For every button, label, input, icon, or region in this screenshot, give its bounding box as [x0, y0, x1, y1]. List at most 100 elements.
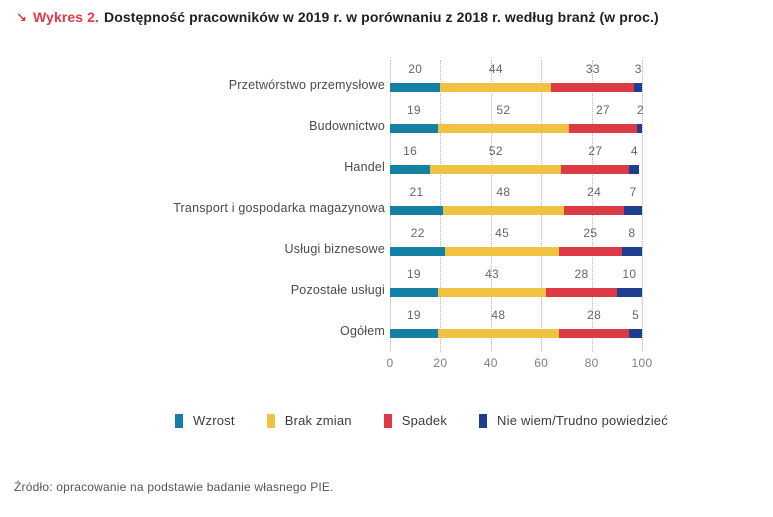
- segment-value-label: 48: [496, 185, 511, 199]
- segment-value-label: 28: [587, 308, 602, 322]
- segment-bar: [390, 329, 438, 338]
- legend-label: Brak zmian: [284, 413, 352, 428]
- x-tick-label: 80: [584, 356, 599, 370]
- category-label: Usługi biznesowe: [284, 242, 385, 256]
- segment-bar: [636, 124, 642, 133]
- bar-segment: 2: [636, 98, 644, 139]
- segment-bar: [430, 165, 562, 174]
- segment-value-label: 22: [410, 226, 425, 240]
- bar-track: 16 52 27 4: [390, 139, 642, 180]
- segment-value-label: 19: [406, 103, 421, 117]
- category-label: Ogółem: [340, 324, 385, 338]
- segment-bar: [390, 206, 443, 215]
- bar-segment: 33: [551, 57, 635, 98]
- segment-bar: [629, 165, 640, 174]
- bar-track: 22 45 25 8: [390, 221, 642, 262]
- segment-value-label: 3: [634, 62, 642, 76]
- bar-segment: 24: [563, 180, 625, 221]
- segment-value-label: 20: [408, 62, 423, 76]
- segment-value-label: 10: [622, 267, 637, 281]
- legend-marker: [175, 413, 184, 428]
- bar-track: 20 44 33 3: [390, 57, 642, 98]
- bar-track: 19 52 27 2: [390, 98, 644, 139]
- legend-item: Nie wiem/Trudno powiedzieć: [479, 413, 668, 428]
- segment-value-label: 21: [409, 185, 424, 199]
- segment-bar: [561, 165, 630, 174]
- chart-row: Przetwórstwo przemysłowe 20 44 33 3: [0, 57, 773, 98]
- legend-marker: [479, 413, 488, 428]
- segment-value-label: 33: [585, 62, 600, 76]
- x-tick-label: 0: [386, 356, 394, 370]
- bar-segment: 25: [558, 221, 622, 262]
- x-axis: 0 20 40 60 80 100: [386, 356, 653, 372]
- category-label: Pozostałe usługi: [290, 283, 385, 297]
- bar-segment: 43: [437, 262, 547, 303]
- segment-bar: [440, 83, 552, 92]
- chart-rows: Przetwórstwo przemysłowe 20 44 33 3 Budownict…: [0, 57, 773, 344]
- segment-bar: [568, 124, 637, 133]
- legend: Wzrost Brak zmian Spadek Nie wiem/Trudno po…: [70, 413, 773, 428]
- segment-value-label: 7: [629, 185, 637, 199]
- segment-bar: [551, 83, 635, 92]
- bar-segment: 27: [561, 139, 630, 180]
- segment-bar: [563, 206, 625, 215]
- segment-value-label: 19: [406, 267, 421, 281]
- segment-bar: [390, 288, 438, 297]
- bar-segment: 27: [568, 98, 637, 139]
- segment-value-label: 43: [485, 267, 500, 281]
- segment-value-label: 27: [588, 144, 603, 158]
- bar-segment: 19: [390, 262, 438, 303]
- bar-segment: 19: [390, 303, 438, 344]
- bar-segment: 45: [445, 221, 559, 262]
- segment-value-label: 27: [595, 103, 610, 117]
- bar-segment: 16: [390, 139, 431, 180]
- segment-bar: [558, 329, 630, 338]
- bar-segment: 7: [624, 180, 642, 221]
- category-label: Budownictwo: [309, 119, 385, 133]
- bar-segment: 19: [390, 98, 438, 139]
- bar-segment: 3: [634, 57, 642, 98]
- chart-row: Budownictwo 19 52 27 2: [0, 98, 773, 139]
- segment-value-label: 52: [496, 103, 511, 117]
- segment-bar: [634, 83, 642, 92]
- bar-segment: 52: [437, 98, 569, 139]
- segment-value-label: 4: [630, 144, 638, 158]
- chart-title-text: Dostępność pracowników w 2019 r. w porów…: [104, 9, 659, 25]
- segment-bar: [390, 247, 446, 256]
- bar-segment: 8: [621, 221, 642, 262]
- chart-row: Transport i gospodarka magazynowa 21 48 24 7: [0, 180, 773, 221]
- chart-title: ↘ Wykres 2. Dostępność pracowników w 2019 …: [16, 9, 766, 26]
- x-tick-label: 20: [433, 356, 448, 370]
- x-tick-label: 100: [631, 356, 653, 370]
- segment-value-label: 24: [587, 185, 602, 199]
- segment-bar: [437, 329, 559, 338]
- bar-segment: 4: [629, 139, 640, 180]
- segment-value-label: 16: [403, 144, 418, 158]
- segment-value-label: 19: [406, 308, 421, 322]
- segment-bar: [629, 329, 642, 338]
- stacked-bar-chart: Przetwórstwo przemysłowe 20 44 33 3 Budownict…: [0, 57, 773, 387]
- bar-segment: 5: [629, 303, 642, 344]
- legend-item: Spadek: [383, 413, 447, 428]
- segment-bar: [390, 165, 431, 174]
- segment-value-label: 28: [574, 267, 589, 281]
- segment-bar: [621, 247, 642, 256]
- segment-bar: [390, 83, 441, 92]
- chart-number-label: Wykres 2.: [33, 9, 100, 25]
- segment-value-label: 5: [632, 308, 640, 322]
- source-note: Źródło: opracowanie na podstawie badanie…: [14, 480, 334, 494]
- segment-bar: [437, 288, 547, 297]
- x-tick-label: 40: [483, 356, 498, 370]
- chart-row: Ogółem 19 48 28 5: [0, 303, 773, 344]
- bar-segment: 48: [437, 303, 559, 344]
- segment-bar: [445, 247, 559, 256]
- segment-value-label: 44: [488, 62, 503, 76]
- bar-segment: 28: [546, 262, 617, 303]
- segment-value-label: 25: [583, 226, 598, 240]
- segment-value-label: 8: [628, 226, 636, 240]
- legend-marker: [266, 413, 275, 428]
- segment-bar: [390, 124, 438, 133]
- chart-row: Pozostałe usługi 19 43 28 10: [0, 262, 773, 303]
- segment-bar: [442, 206, 564, 215]
- segment-bar: [616, 288, 642, 297]
